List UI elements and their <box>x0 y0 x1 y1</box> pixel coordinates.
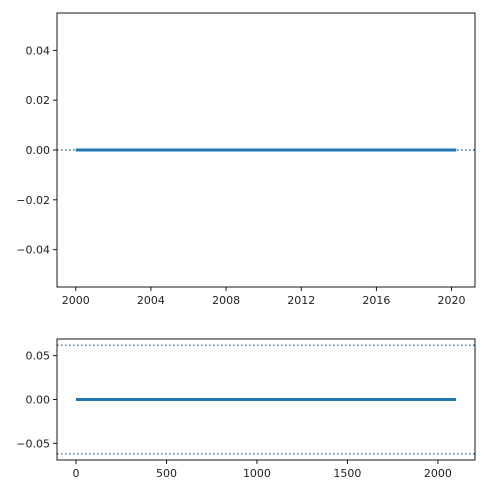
y-tick-label: −0.02 <box>16 194 50 207</box>
x-tick-label: 1000 <box>243 467 271 480</box>
x-tick-label: 2016 <box>362 294 390 307</box>
y-tick-label: 0.00 <box>26 144 51 157</box>
y-tick-label: −0.05 <box>16 437 50 450</box>
y-tick-label: 0.00 <box>26 394 51 407</box>
x-tick-label: 500 <box>156 467 177 480</box>
x-tick-label: 0 <box>73 467 80 480</box>
x-tick-label: 2000 <box>424 467 452 480</box>
x-tick-label: 2012 <box>287 294 315 307</box>
y-tick-label: 0.04 <box>26 44 51 57</box>
y-tick-label: 0.05 <box>26 350 51 363</box>
y-tick-label: 0.02 <box>26 94 51 107</box>
index-line-chart: 0.05 0.00 −0.05 0 500 1000 1500 2000 <box>16 338 476 480</box>
date-line-chart: 0.04 0.02 0.00 −0.02 −0.04 2000 2004 2008 2012 20… <box>16 12 476 307</box>
x-tick-label: 2020 <box>438 294 466 307</box>
y-tick-label: −0.04 <box>16 244 50 257</box>
x-tick-label: 2000 <box>62 294 90 307</box>
x-tick-label: 2008 <box>212 294 240 307</box>
x-tick-label: 1500 <box>333 467 361 480</box>
x-tick-label: 2004 <box>137 294 165 307</box>
